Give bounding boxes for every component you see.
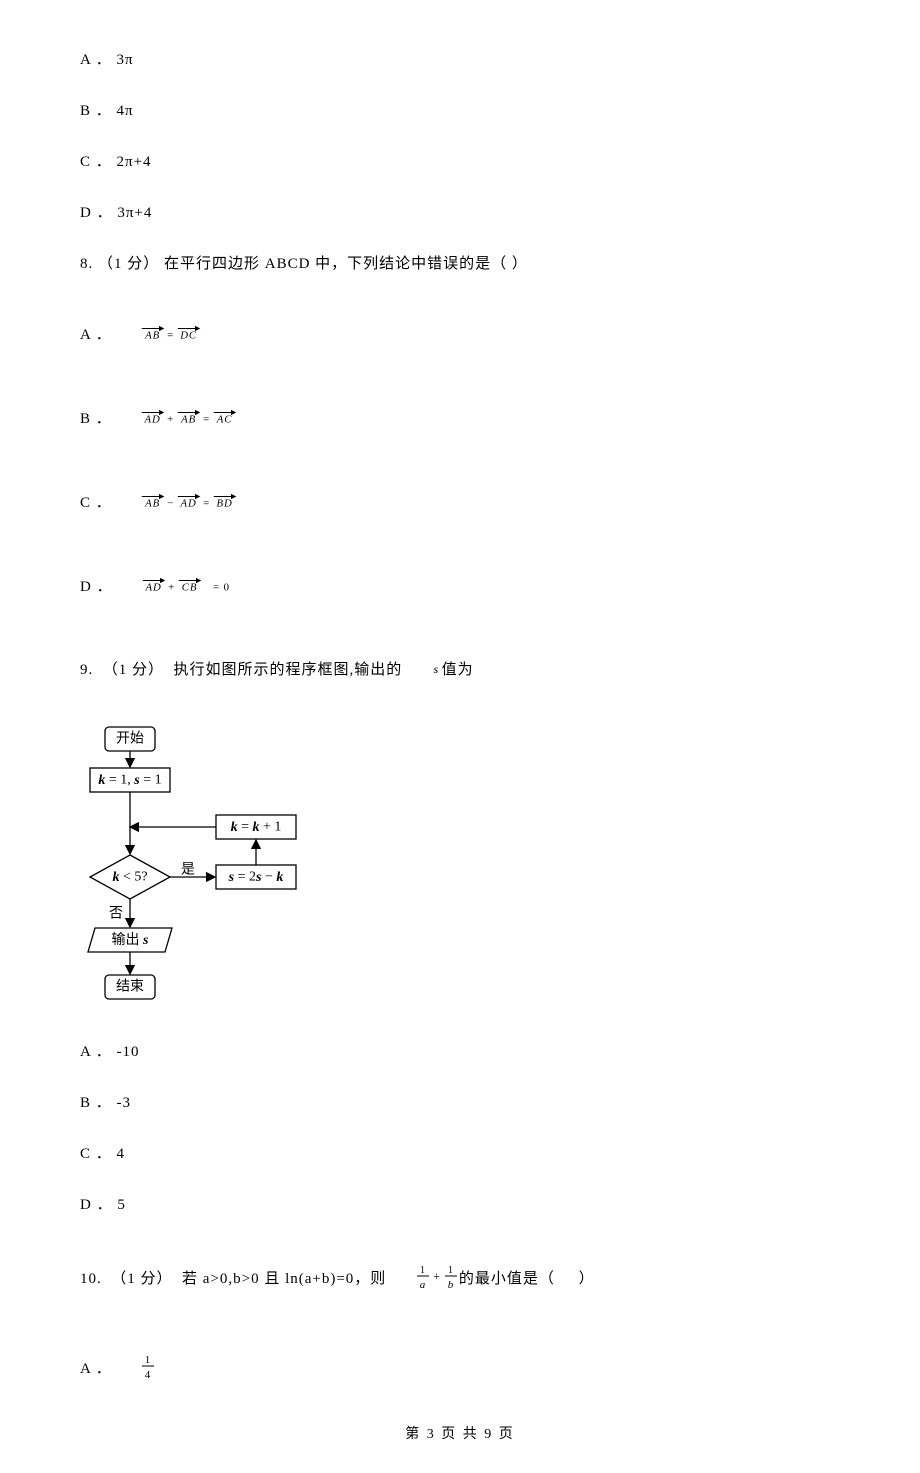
q9-stem-post: 值为 — [442, 658, 474, 679]
q9-option-c: C ． 4 — [80, 1144, 840, 1165]
q7-option-d: D ． 3π+4 — [80, 203, 840, 224]
q8-option-b: B ． AD + AB = AC — [80, 391, 840, 443]
svg-text:+: + — [167, 413, 174, 425]
q7-option-a: A ． 3π — [80, 50, 840, 71]
q7-option-b: B ． 4π — [80, 101, 840, 122]
fraction-1a-plus-1b-icon: 1 a + 1 b — [386, 1246, 459, 1308]
svg-text:输出 s: 输出 s — [112, 932, 150, 948]
q8-option-a: A ． AB = DC — [80, 307, 840, 359]
page-footer: 第 3 页 共 9 页 — [80, 1423, 840, 1443]
q9-option-a: A ． -10 — [80, 1042, 840, 1063]
q8-c-label: C ． — [80, 491, 112, 512]
svg-text:−: − — [167, 497, 174, 509]
svg-text:=: = — [167, 329, 174, 341]
flow-yes-text: 是 — [181, 863, 195, 878]
svg-text:CB: CB — [182, 581, 198, 593]
q10-option-a: A ． 1 4 — [80, 1336, 840, 1398]
svg-text:BD: BD — [217, 497, 233, 509]
svg-text:AD: AD — [145, 581, 162, 593]
svg-text:DC: DC — [179, 329, 197, 341]
q10-stem: 10. （1 分） 若 a>0,b>0 且 ln(a+b)=0，则 1 a + … — [80, 1246, 840, 1308]
variable-s-icon: s — [402, 643, 441, 694]
vector-ab-eq-dc-icon: AB = DC — [112, 307, 213, 359]
svg-text:s = 2s − k: s = 2s − k — [228, 870, 284, 885]
svg-text:1: 1 — [420, 1265, 426, 1276]
svg-text:1: 1 — [145, 1354, 152, 1366]
flow-start-text: 开始 — [116, 731, 144, 747]
q9-option-d: D ． 5 — [80, 1195, 840, 1216]
q10-a-label: A ． — [80, 1357, 112, 1378]
flow-end-text: 结束 — [116, 979, 144, 995]
svg-text:AD: AD — [144, 413, 161, 425]
q10-stem-pre: 10. （1 分） 若 a>0,b>0 且 ln(a+b)=0，则 — [80, 1267, 386, 1288]
q8-stem: 8. （1 分） 在平行四边形 ABCD 中，下列结论中错误的是（ ） — [80, 254, 840, 275]
svg-text:AC: AC — [216, 413, 233, 425]
fraction-1-4-icon: 1 4 — [112, 1336, 157, 1398]
svg-text:= 0: = 0 — [213, 581, 230, 593]
svg-text:b: b — [448, 1279, 455, 1291]
q9-option-b: B ． -3 — [80, 1093, 840, 1114]
q8-option-d: D ． AD + CB = 0 — [80, 559, 840, 611]
flow-no-text: 否 — [109, 907, 123, 922]
q10-stem-post: 的最小值是（ ） — [459, 1267, 595, 1288]
flow-out-pre: 输出 — [112, 932, 140, 948]
svg-text:=: = — [203, 413, 210, 425]
svg-text:s: s — [433, 662, 439, 675]
vector-ad-plus-ab-eq-ac-icon: AD + AB = AC — [112, 391, 249, 443]
svg-text:AD: AD — [180, 497, 197, 509]
svg-text:a: a — [420, 1279, 427, 1291]
svg-text:k < 5?: k < 5? — [112, 870, 147, 885]
q8-a-label: A ． — [80, 323, 112, 344]
svg-text:+: + — [433, 1269, 441, 1283]
q8-b-label: B ． — [80, 407, 112, 428]
svg-text:1: 1 — [448, 1265, 454, 1276]
svg-text:=: = — [203, 497, 210, 509]
svg-text:AB: AB — [144, 329, 160, 341]
q9-flowchart: 开始 k = 1, s = 1 k < 5? 是 s = 2s − k k = … — [80, 722, 310, 1022]
svg-text:k = k + 1: k = k + 1 — [231, 820, 282, 835]
exam-page: A ． 3π B ． 4π C ． 2π+4 D ． 3π+4 8. （1 分）… — [0, 0, 920, 1473]
svg-text:AB: AB — [180, 413, 196, 425]
vector-ad-plus-cb-eq-0-icon: AD + CB = 0 — [113, 559, 241, 611]
svg-text:AB: AB — [144, 497, 160, 509]
q7-option-c: C ． 2π+4 — [80, 152, 840, 173]
svg-text:4: 4 — [145, 1369, 152, 1381]
svg-text:+: + — [168, 581, 175, 593]
vector-ab-minus-ad-eq-bd-icon: AB − AD = BD — [112, 475, 249, 527]
q8-d-label: D ． — [80, 575, 113, 596]
q9-stem-pre: 9. （1 分） 执行如图所示的程序框图,输出的 — [80, 658, 402, 679]
q9-stem: 9. （1 分） 执行如图所示的程序框图,输出的 s 值为 — [80, 643, 840, 694]
q8-option-c: C ． AB − AD = BD — [80, 475, 840, 527]
svg-text:k = 1, s = 1: k = 1, s = 1 — [98, 773, 161, 788]
